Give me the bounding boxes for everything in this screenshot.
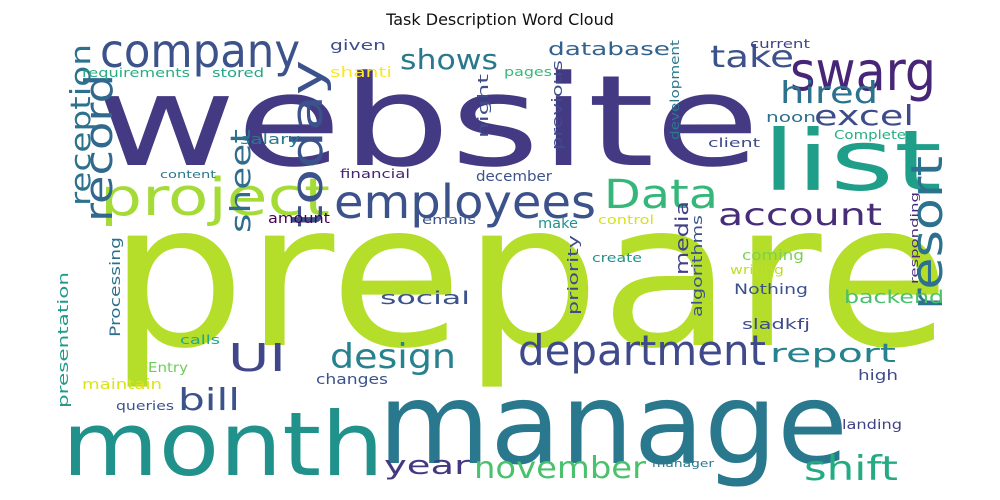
word-nothing: Nothing <box>734 282 808 298</box>
word-coming: coming <box>742 248 804 264</box>
word-noon: noon <box>766 110 816 126</box>
word-emails: emails <box>422 213 476 227</box>
word-manage: manage <box>378 360 848 490</box>
word-bill: bill <box>178 383 240 418</box>
word-queries: queries <box>116 399 174 413</box>
word-current: current <box>750 37 810 51</box>
word-make: make <box>538 216 578 232</box>
word-department: department <box>518 326 766 375</box>
word-requirements: requirements <box>82 66 190 80</box>
word-processing: Processing <box>108 237 124 337</box>
word-entry: Entry <box>148 361 188 376</box>
word-amount: amount <box>268 211 331 227</box>
word-priority: priority <box>566 235 582 315</box>
word-sladkfj: sladkfj <box>742 317 810 333</box>
word-complete: Complete <box>834 128 906 142</box>
word-night: night <box>476 73 492 138</box>
word-development: development <box>668 40 682 140</box>
word-shanti: shanti <box>330 65 392 81</box>
word-today: today <box>282 60 333 228</box>
word-social: social <box>380 288 470 309</box>
word-landing: landing <box>842 418 902 433</box>
word-maintain: maintain <box>82 377 162 393</box>
word-create: create <box>592 251 642 265</box>
word-reception: reception <box>64 44 97 206</box>
word-salary: salary <box>240 132 300 148</box>
word-month: month <box>62 393 384 496</box>
word-year: year <box>384 451 470 481</box>
word-resort: resort <box>902 156 953 310</box>
word-november: november <box>474 451 647 486</box>
word-record: record <box>77 74 121 222</box>
word-excel: excel <box>814 99 914 132</box>
word-calls: calls <box>180 333 220 347</box>
word-financial: financial <box>340 167 410 181</box>
word-employees: employees <box>334 175 596 229</box>
word-shows: shows <box>400 43 498 76</box>
word-website: website <box>96 48 760 195</box>
word-database: database <box>548 39 670 60</box>
word-changes: changes <box>316 372 388 388</box>
word-media: media <box>672 201 693 275</box>
word-algorithms: algorithms <box>690 215 706 317</box>
word-ui: UI <box>228 336 286 380</box>
word-project: project <box>100 168 330 228</box>
word-sheet: sheet <box>224 129 257 233</box>
word-pages: pages <box>504 65 552 79</box>
word-presentation: presentation <box>56 272 72 408</box>
word-hired: hired <box>780 76 878 111</box>
word-swarg: swarg <box>790 40 936 103</box>
word-prepare: prepare <box>108 160 950 393</box>
chart-title: Task Description Word Cloud <box>386 10 614 29</box>
word-list: list <box>762 112 942 210</box>
word-manager: manager <box>652 457 715 470</box>
word-design: design <box>330 337 456 377</box>
word-report: report <box>770 339 896 369</box>
word-take: take <box>710 40 794 75</box>
word-data: Data <box>604 172 718 218</box>
word-writing: writing <box>730 263 784 277</box>
word-shift: shift <box>804 449 898 489</box>
word-responding: responding <box>908 192 921 284</box>
word-high: high <box>858 368 898 384</box>
word-backend: backend <box>844 287 944 308</box>
word-company: company <box>100 24 300 78</box>
word-content: content <box>160 168 217 181</box>
word-client: client <box>708 136 760 150</box>
word-account: account <box>718 198 882 233</box>
word-control: control <box>598 213 654 227</box>
word-stored: stored <box>212 66 264 80</box>
word-december: december <box>476 169 552 185</box>
word-given: given <box>330 38 386 54</box>
word-previous: previous <box>550 60 566 150</box>
